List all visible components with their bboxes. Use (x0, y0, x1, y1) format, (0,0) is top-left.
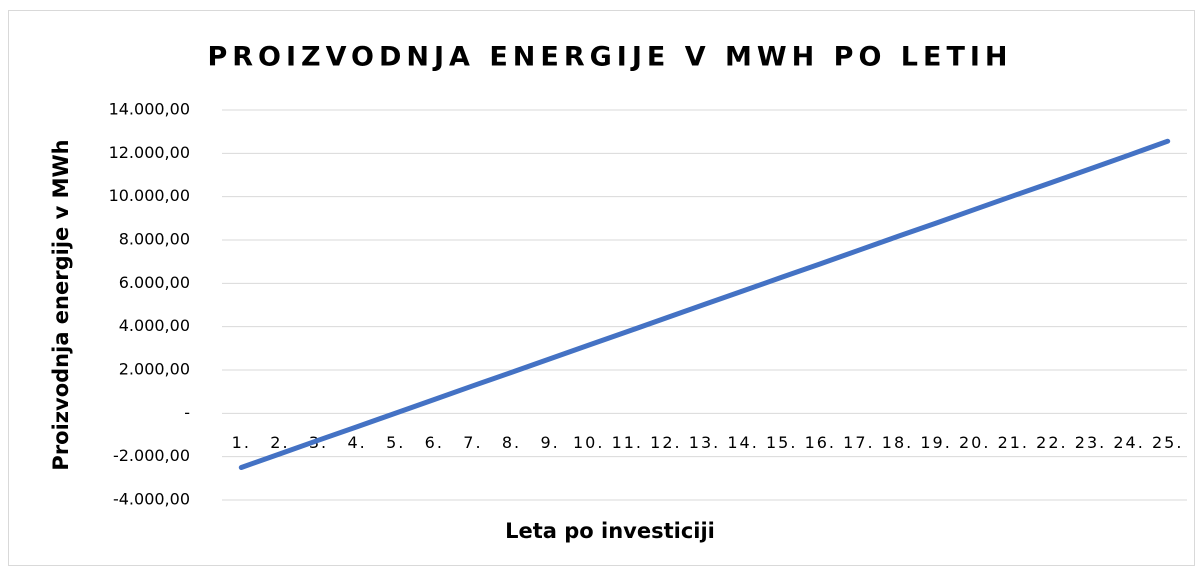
x-tick-label: 25. (1152, 433, 1183, 452)
x-tick-label: 1. (232, 433, 251, 452)
x-tick-label: 13. (689, 433, 720, 452)
y-tick-label: - (184, 403, 190, 422)
x-tick-label: 17. (843, 433, 874, 452)
x-tick-label: 6. (425, 433, 444, 452)
y-tick-label: 8.000,00 (119, 230, 190, 249)
y-tick-label: -4.000,00 (113, 490, 190, 509)
x-tick-label: 8. (502, 433, 521, 452)
chart-border (8, 10, 1195, 566)
x-tick-label: 16. (805, 433, 836, 452)
x-tick-label: 24. (1113, 433, 1144, 452)
x-tick-label: 18. (882, 433, 913, 452)
data-line (238, 138, 1171, 470)
x-tick-label: 21. (998, 433, 1029, 452)
y-tick-label: 10.000,00 (109, 186, 190, 205)
chart-title: PROIZVODNJA ENERGIJE V MWH PO LETIH (207, 42, 1012, 73)
y-tick-label: 2.000,00 (119, 360, 190, 379)
x-tick-label: 12. (650, 433, 681, 452)
x-tick-label: 15. (766, 433, 797, 452)
x-tick-label: 14. (727, 433, 758, 452)
y-tick-label: 12.000,00 (109, 143, 190, 162)
x-tick-label: 19. (920, 433, 951, 452)
y-axis-title: Proizvodnja energije v MWh (49, 139, 73, 470)
x-tick-label: 7. (463, 433, 482, 452)
y-tick-label: 6.000,00 (119, 273, 190, 292)
x-axis-title: Leta po investiciji (505, 519, 715, 543)
x-tick-label: 11. (612, 433, 643, 452)
x-tick-label: 20. (959, 433, 990, 452)
x-tick-label: 2. (270, 433, 289, 452)
x-tick-label: 4. (347, 433, 366, 452)
y-tick-label: -2.000,00 (113, 446, 190, 465)
x-tick-label: 5. (386, 433, 405, 452)
x-tick-label: 10. (573, 433, 604, 452)
x-tick-label: 23. (1075, 433, 1106, 452)
y-tick-label: 14.000,00 (109, 100, 190, 119)
x-tick-label: 22. (1036, 433, 1067, 452)
x-tick-label: 9. (540, 433, 559, 452)
y-tick-label: 4.000,00 (119, 316, 190, 335)
